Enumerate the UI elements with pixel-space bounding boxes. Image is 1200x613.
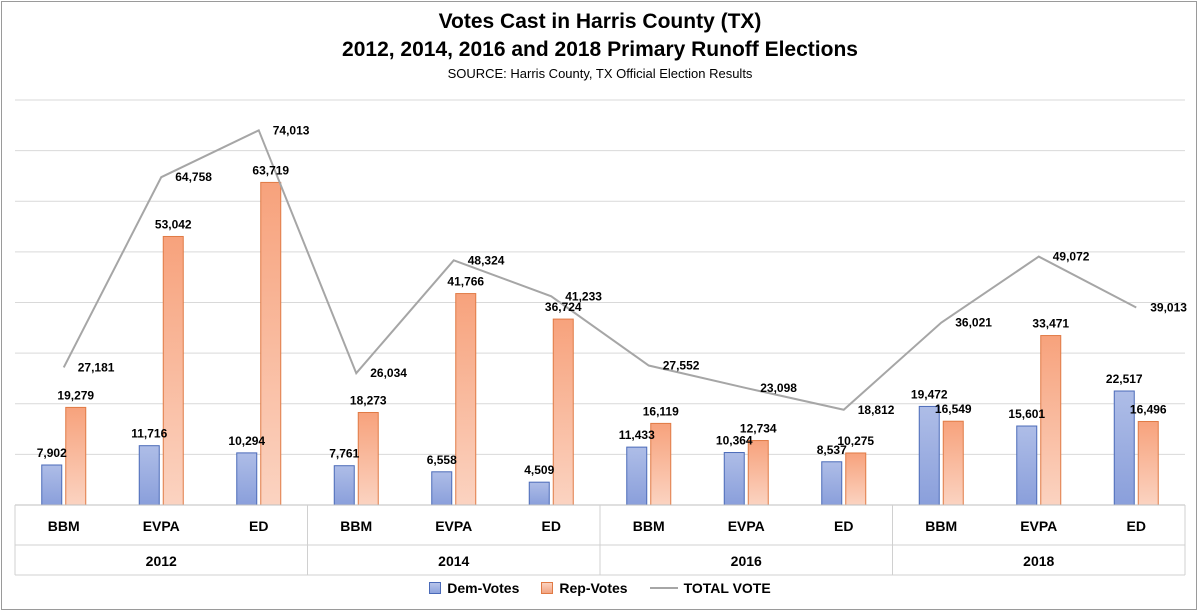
data-label-rep: 18,273 [350,393,387,407]
data-label-rep: 16,549 [935,402,972,416]
legend-item-rep: Rep-Votes [541,580,628,596]
data-label-total: 23,098 [760,381,797,395]
legend-item-total: TOTAL VOTE [649,580,771,596]
legend-swatch-total [649,587,678,589]
data-label-total: 39,013 [1150,300,1187,314]
data-label-dem: 10,364 [716,434,753,448]
bar-dem [821,461,843,506]
bar-rep [942,420,964,506]
chart-subtitle: 2012, 2014, 2016 and 2018 Primary Runoff… [342,38,858,61]
legend-label-dem: Dem-Votes [447,580,520,596]
data-label-dem: 22,517 [1106,372,1143,386]
data-label-dem: 10,294 [228,434,265,448]
line-total-vote [62,128,1137,411]
x-group-label: 2012 [146,553,177,569]
bar-rep [162,235,184,506]
x-tick-label: EVPA [728,518,765,534]
legend-swatch-dem [429,582,442,594]
legend-item-dem: Dem-Votes [429,580,519,596]
data-label-dem: 4,509 [524,463,554,477]
data-label-rep: 33,471 [1032,317,1069,331]
x-tick-label: ED [542,518,561,534]
data-label-total: 74,013 [273,123,310,137]
x-tick-label: ED [834,518,853,534]
bar-rep [455,293,477,506]
bar-rep [1137,420,1159,506]
bar-rep [552,318,574,506]
data-label-rep: 16,496 [1130,402,1167,416]
bar-dem [1016,425,1038,506]
x-tick-label: EVPA [435,518,472,534]
x-tick-label: BBM [925,518,957,534]
chart-title: Votes Cast in Harris County (TX) [438,10,762,33]
data-label-dem: 11,716 [131,427,167,441]
bar-dem [138,445,160,506]
bar-dem [528,481,550,506]
bar-dem [333,465,355,506]
x-tick-label: EVPA [1020,518,1057,534]
x-tick-label: BBM [633,518,665,534]
legend-label-rep: Rep-Votes [559,580,628,596]
bar-dem [431,471,453,506]
data-label-rep: 16,119 [643,404,679,418]
data-label-rep: 19,279 [57,388,94,402]
data-label-rep: 63,719 [252,163,289,177]
data-label-dem: 6,558 [427,453,457,467]
data-label-total: 26,034 [370,366,407,380]
data-label-rep: 36,724 [545,300,582,314]
x-group-label: 2016 [731,553,762,569]
data-label-dem: 8,537 [817,443,847,457]
data-label-total: 18,812 [858,403,895,417]
x-tick-label: EVPA [143,518,180,534]
data-label-rep: 53,042 [155,217,192,231]
data-label-total: 48,324 [468,253,505,267]
bar-rep [845,452,867,506]
bar-rep [65,406,87,506]
x-tick-label: ED [1127,518,1146,534]
bar-rep [357,411,379,506]
data-label-rep: 12,734 [740,422,777,436]
x-group-label: 2014 [438,553,469,569]
legend-swatch-rep [541,582,554,594]
data-label-rep: 10,275 [837,434,874,448]
data-label-total: 49,072 [1053,250,1090,264]
data-label-total: 27,181 [78,360,115,374]
bar-dem [723,452,745,506]
bar-rep [260,181,282,506]
data-label-dem: 7,761 [329,447,359,461]
x-group-label: 2018 [1023,553,1054,569]
data-label-total: 27,552 [663,359,700,373]
data-label-total: 36,021 [955,316,992,330]
data-label-total: 64,758 [175,170,212,184]
x-tick-label: BBM [48,518,80,534]
bar-rep [747,440,769,506]
data-label-dem: 7,902 [37,446,67,460]
bar-dem [626,446,648,506]
bar-dem [41,464,63,506]
data-label-total: 41,233 [565,289,602,303]
data-label-dem: 11,433 [619,428,655,442]
data-label-dem: 15,601 [1008,407,1045,421]
bar-dem [236,452,258,506]
data-label-dem: 19,472 [911,387,948,401]
chart-source: SOURCE: Harris County, TX Official Elect… [447,66,753,81]
data-label-rep: 41,766 [447,275,484,289]
bar-dem [918,405,940,506]
chart-legend: Dem-Votes Rep-Votes TOTAL VOTE [0,580,1200,596]
legend-label-total: TOTAL VOTE [683,580,771,596]
x-tick-label: BBM [340,518,372,534]
x-tick-label: ED [249,518,268,534]
